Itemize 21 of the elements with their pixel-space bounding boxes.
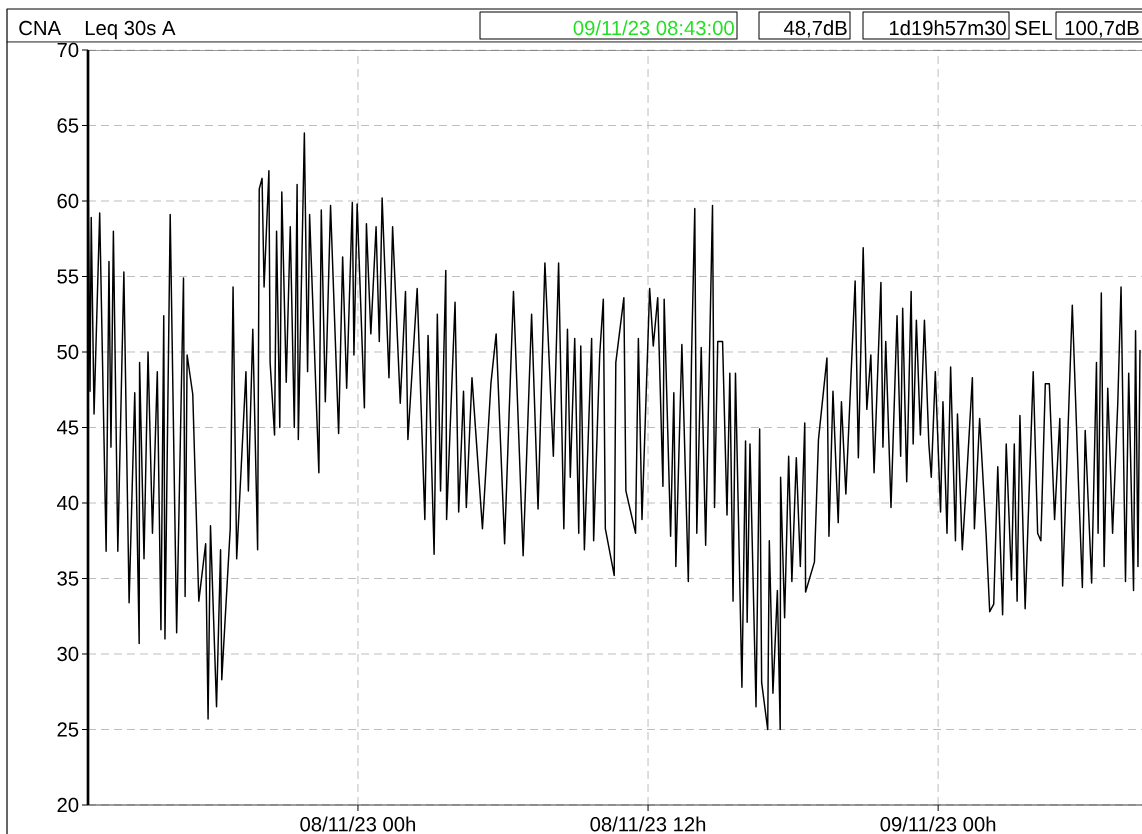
y-tick-label: 70 [57,42,79,58]
y-tick-label: 60 [57,193,79,209]
y-tick-label: 55 [57,269,79,284]
text: 48,7dB [783,20,847,38]
text: 09/11/23 08:43:00 [573,20,734,36]
chart-title: CNA [19,20,62,36]
y-tick-label: 45 [56,420,79,435]
x-tick-label: 08/11/23 00h [300,816,416,832]
y-tick-label: 65 [57,118,79,133]
text: 100,7dB [1065,20,1139,38]
y-tick-label: 35 [57,571,79,586]
text: 1d19h57m30 [889,20,1006,36]
y-tick-label: 40 [56,495,79,511]
x-tick-label: 09/11/23 00h [880,816,996,832]
text: SEL [1015,20,1052,36]
chart-subtitle: Leq 30s A [85,20,176,40]
y-tick-label: 20 [57,797,79,813]
y-tick-label: 25 [57,722,79,737]
y-tick-label: 50 [57,344,79,360]
x-tick-label: 08/11/23 12h [590,816,706,832]
y-tick-label: 30 [57,646,79,662]
